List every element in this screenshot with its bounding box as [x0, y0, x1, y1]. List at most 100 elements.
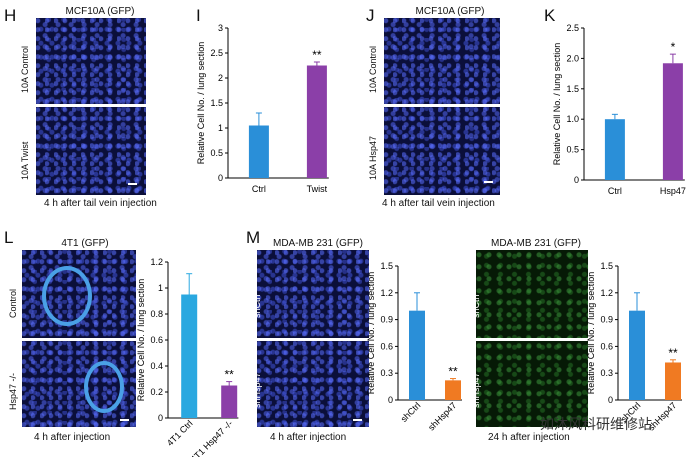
bar — [248, 125, 269, 178]
panel-letter-l: L — [4, 228, 14, 247]
y-tick-label: 0.9 — [380, 315, 393, 325]
row-label-h-twist: 10A Twist — [20, 141, 30, 180]
bar-chart-m-4h: 0 0.3 0.6 0.9 1.2 1.5 Relative Cell No. / lung… — [366, 261, 462, 433]
panel-letter-i: I — [196, 6, 201, 25]
micrograph-j-control — [384, 18, 500, 104]
significance-mark: ** — [668, 346, 678, 360]
scale-bar — [484, 181, 493, 183]
vessel-outline — [84, 361, 124, 413]
bar — [409, 310, 425, 400]
panel-letter-m: M — [246, 228, 261, 247]
y-tick-label: 1.0 — [566, 114, 579, 124]
significance-mark: ** — [312, 48, 322, 62]
x-tick-label: shHsp47 — [426, 400, 458, 432]
micrograph-l-hsp47 — [22, 341, 136, 427]
y-tick-label: 0.5 — [566, 145, 579, 155]
y-tick-label: 2.5 — [210, 48, 223, 58]
x-tick-label: 4T1 Hsp47 -/- — [189, 418, 235, 457]
panel-j-title: MCF10A (GFP) — [415, 6, 485, 17]
bar — [221, 385, 238, 418]
y-tick-label: 2.0 — [566, 53, 579, 63]
bar-chart-l: 0 0.2 0.4 0.6 0.8 1 1.2 Relative Cell No. / lun… — [136, 257, 239, 457]
x-tick-label: shCtrl — [399, 400, 423, 424]
vessel-outline — [42, 266, 92, 326]
micrograph-j-hsp47 — [384, 107, 500, 195]
watermark-text: 如沐风科研维修站 — [540, 416, 652, 432]
x-tick-label: Twist — [307, 184, 328, 194]
bar — [181, 294, 198, 418]
panel-m-title-2: MDA-MB 231 (GFP) — [490, 238, 581, 249]
panel-m-title-1: MDA-MB 231 (GFP) — [272, 238, 363, 249]
bar — [662, 63, 683, 180]
y-tick-label: 1.2 — [150, 257, 163, 267]
panel-letter-j: J — [366, 6, 375, 25]
y-tick-label: 1.2 — [380, 288, 393, 298]
y-tick-label: 0.6 — [150, 335, 163, 345]
y-axis-label: Relative Cell No. / lung section — [136, 279, 146, 402]
panel-j-caption: 4 h after tail vein injection — [382, 198, 495, 209]
micrograph-l-control — [22, 250, 136, 338]
y-tick-label: 0.2 — [150, 387, 163, 397]
micrograph-m-shhsp47-24h — [476, 341, 588, 427]
y-axis-label: Relative Cell No. / lung section — [586, 272, 596, 395]
bar-chart-m-24h: 0 0.3 0.6 0.9 1.2 1.5 Relative Cell No. / lung… — [586, 261, 682, 433]
y-tick-label: 1.5 — [566, 84, 579, 94]
y-axis-label: Relative Cell No. / lung section — [366, 272, 376, 395]
panel-l-title: 4T1 (GFP) — [61, 238, 109, 249]
y-tick-label: 2 — [218, 73, 223, 83]
panel-l-caption: 4 h after injection — [34, 432, 111, 443]
y-tick-label: 0.3 — [600, 368, 613, 378]
x-tick-label: Hsp47 — [660, 186, 686, 196]
micrograph-m-shhsp47-4h — [257, 341, 369, 427]
significance-mark: ** — [448, 365, 458, 379]
y-tick-label: 1 — [158, 283, 163, 293]
bar-chart-i: 0 0.5 1 1.5 2 2.5 3 Relative Cell No. / lung se… — [196, 23, 329, 194]
y-tick-label: 0.4 — [150, 361, 163, 371]
y-tick-label: 0.8 — [150, 309, 163, 319]
bar — [604, 119, 625, 180]
row-label-m-shctrl: shCtrl — [252, 294, 262, 318]
y-tick-label: 3 — [218, 23, 223, 33]
y-tick-label: 1.2 — [600, 288, 613, 298]
y-tick-label: 0.9 — [600, 315, 613, 325]
row-label-m2-shhsp47: shHsp47 — [471, 372, 481, 408]
bar — [665, 362, 681, 400]
x-tick-label: Ctrl — [252, 184, 266, 194]
y-tick-label: 1.5 — [210, 98, 223, 108]
micrograph-m-shctrl-24h — [476, 250, 588, 338]
significance-mark: * — [671, 40, 676, 54]
panel-m-caption-2: 24 h after injection — [488, 432, 570, 443]
x-tick-label: Ctrl — [608, 186, 622, 196]
scale-bar — [128, 183, 137, 185]
y-tick-label: 1 — [218, 123, 223, 133]
y-axis-label: Relative Cell No. / lung section — [552, 43, 562, 166]
y-tick-label: 0.3 — [380, 368, 393, 378]
panel-letter-k: K — [544, 6, 556, 25]
micrograph-m-shctrl-4h — [257, 250, 369, 338]
y-tick-label: 1.5 — [380, 261, 393, 271]
bar-chart-k: 0 0.5 1.0 1.5 2.0 2.5 Relative Cell No. / lung… — [552, 23, 686, 196]
panel-m-caption-1: 4 h after injection — [270, 432, 347, 443]
row-label-j-hsp47: 10A Hsp47 — [368, 135, 378, 180]
significance-mark: ** — [225, 368, 235, 382]
bar — [306, 65, 327, 178]
y-tick-label: 0 — [574, 175, 579, 185]
y-tick-label: 2.5 — [566, 23, 579, 33]
y-tick-label: 0.6 — [380, 341, 393, 351]
scale-bar — [353, 419, 362, 421]
y-tick-label: 0.5 — [210, 148, 223, 158]
row-label-m-shhsp47: shHsp47 — [252, 372, 262, 408]
panel-h-title: MCF10A (GFP) — [65, 6, 135, 17]
y-tick-label: 0 — [388, 395, 393, 405]
y-tick-label: 0 — [218, 173, 223, 183]
y-tick-label: 0 — [158, 413, 163, 423]
y-tick-label: 0.6 — [600, 341, 613, 351]
row-label-j-control: 10A Control — [368, 45, 378, 93]
row-label-h-control: 10A Control — [20, 45, 30, 93]
bar — [629, 310, 645, 400]
micrograph-h-control — [36, 18, 146, 104]
y-tick-label: 1.5 — [600, 261, 613, 271]
row-label-l-hsp47: Hsp47 -/- — [8, 372, 18, 410]
y-axis-label: Relative Cell No. / lung section — [196, 42, 206, 165]
bar — [445, 380, 461, 400]
